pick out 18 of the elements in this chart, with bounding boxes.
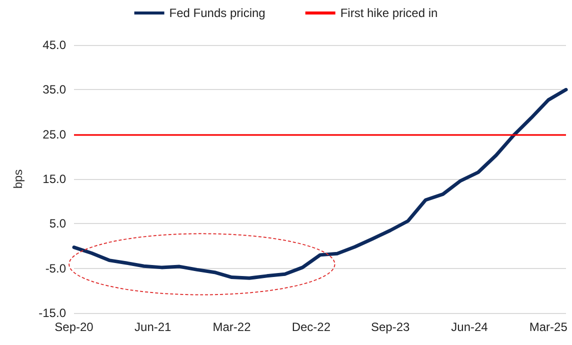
y-tick-label: -5.0: [45, 261, 66, 276]
y-tick-label: 45.0: [42, 38, 66, 52]
x-tick-label: Mar-25: [529, 320, 568, 334]
line-series: [72, 88, 568, 280]
x-tick-label: Jun-21: [134, 320, 172, 334]
y-tick-label: 5.0: [49, 216, 66, 231]
y-tick-label: 35.0: [42, 82, 66, 97]
y-tick-label: -15.0: [38, 306, 66, 320]
legend-label: Fed Funds pricing: [169, 6, 266, 20]
y-tick-label: 15.0: [42, 172, 66, 186]
x-tick-label: Sep-23: [370, 320, 410, 334]
legend-label: First hike priced in: [340, 6, 438, 20]
x-tick-label: Dec-22: [292, 320, 331, 334]
x-tick-label: Mar-22: [212, 320, 252, 334]
x-tick-label: Sep-20: [54, 320, 94, 334]
x-tick-label: Jun-24: [451, 320, 488, 334]
y-axis-title: bps: [11, 169, 25, 189]
y-tick-label: 25.0: [42, 127, 66, 142]
